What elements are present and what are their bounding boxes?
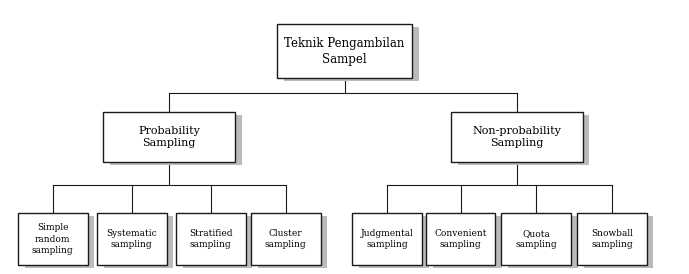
FancyBboxPatch shape: [103, 112, 235, 162]
FancyBboxPatch shape: [577, 213, 647, 265]
Text: Probability
Sampling: Probability Sampling: [138, 126, 200, 148]
FancyBboxPatch shape: [352, 213, 422, 265]
Text: Cluster
sampling: Cluster sampling: [265, 229, 307, 249]
FancyBboxPatch shape: [451, 112, 582, 162]
FancyBboxPatch shape: [359, 216, 429, 268]
FancyBboxPatch shape: [433, 216, 502, 268]
Text: Non-probability
Sampling: Non-probability Sampling: [472, 126, 561, 148]
FancyBboxPatch shape: [258, 216, 327, 268]
FancyBboxPatch shape: [502, 213, 571, 265]
FancyBboxPatch shape: [183, 216, 252, 268]
Text: Systematic
sampling: Systematic sampling: [106, 229, 157, 249]
FancyBboxPatch shape: [284, 27, 419, 81]
Text: Snowball
sampling: Snowball sampling: [591, 229, 633, 249]
Text: Teknik Pengambilan
Sampel: Teknik Pengambilan Sampel: [285, 36, 404, 65]
Text: Convenient
sampling: Convenient sampling: [434, 229, 487, 249]
FancyBboxPatch shape: [251, 213, 320, 265]
Text: Judgmental
sampling: Judgmental sampling: [360, 229, 413, 249]
Text: Simple
random
sampling: Simple random sampling: [32, 223, 74, 255]
FancyBboxPatch shape: [176, 213, 245, 265]
FancyBboxPatch shape: [110, 115, 242, 164]
FancyBboxPatch shape: [18, 213, 88, 265]
Text: Quota
sampling: Quota sampling: [515, 229, 557, 249]
FancyBboxPatch shape: [508, 216, 578, 268]
FancyBboxPatch shape: [277, 24, 412, 78]
FancyBboxPatch shape: [104, 216, 174, 268]
Text: Stratified
sampling: Stratified sampling: [189, 229, 233, 249]
FancyBboxPatch shape: [426, 213, 495, 265]
FancyBboxPatch shape: [584, 216, 653, 268]
FancyBboxPatch shape: [25, 216, 94, 268]
FancyBboxPatch shape: [457, 115, 589, 164]
FancyBboxPatch shape: [97, 213, 167, 265]
